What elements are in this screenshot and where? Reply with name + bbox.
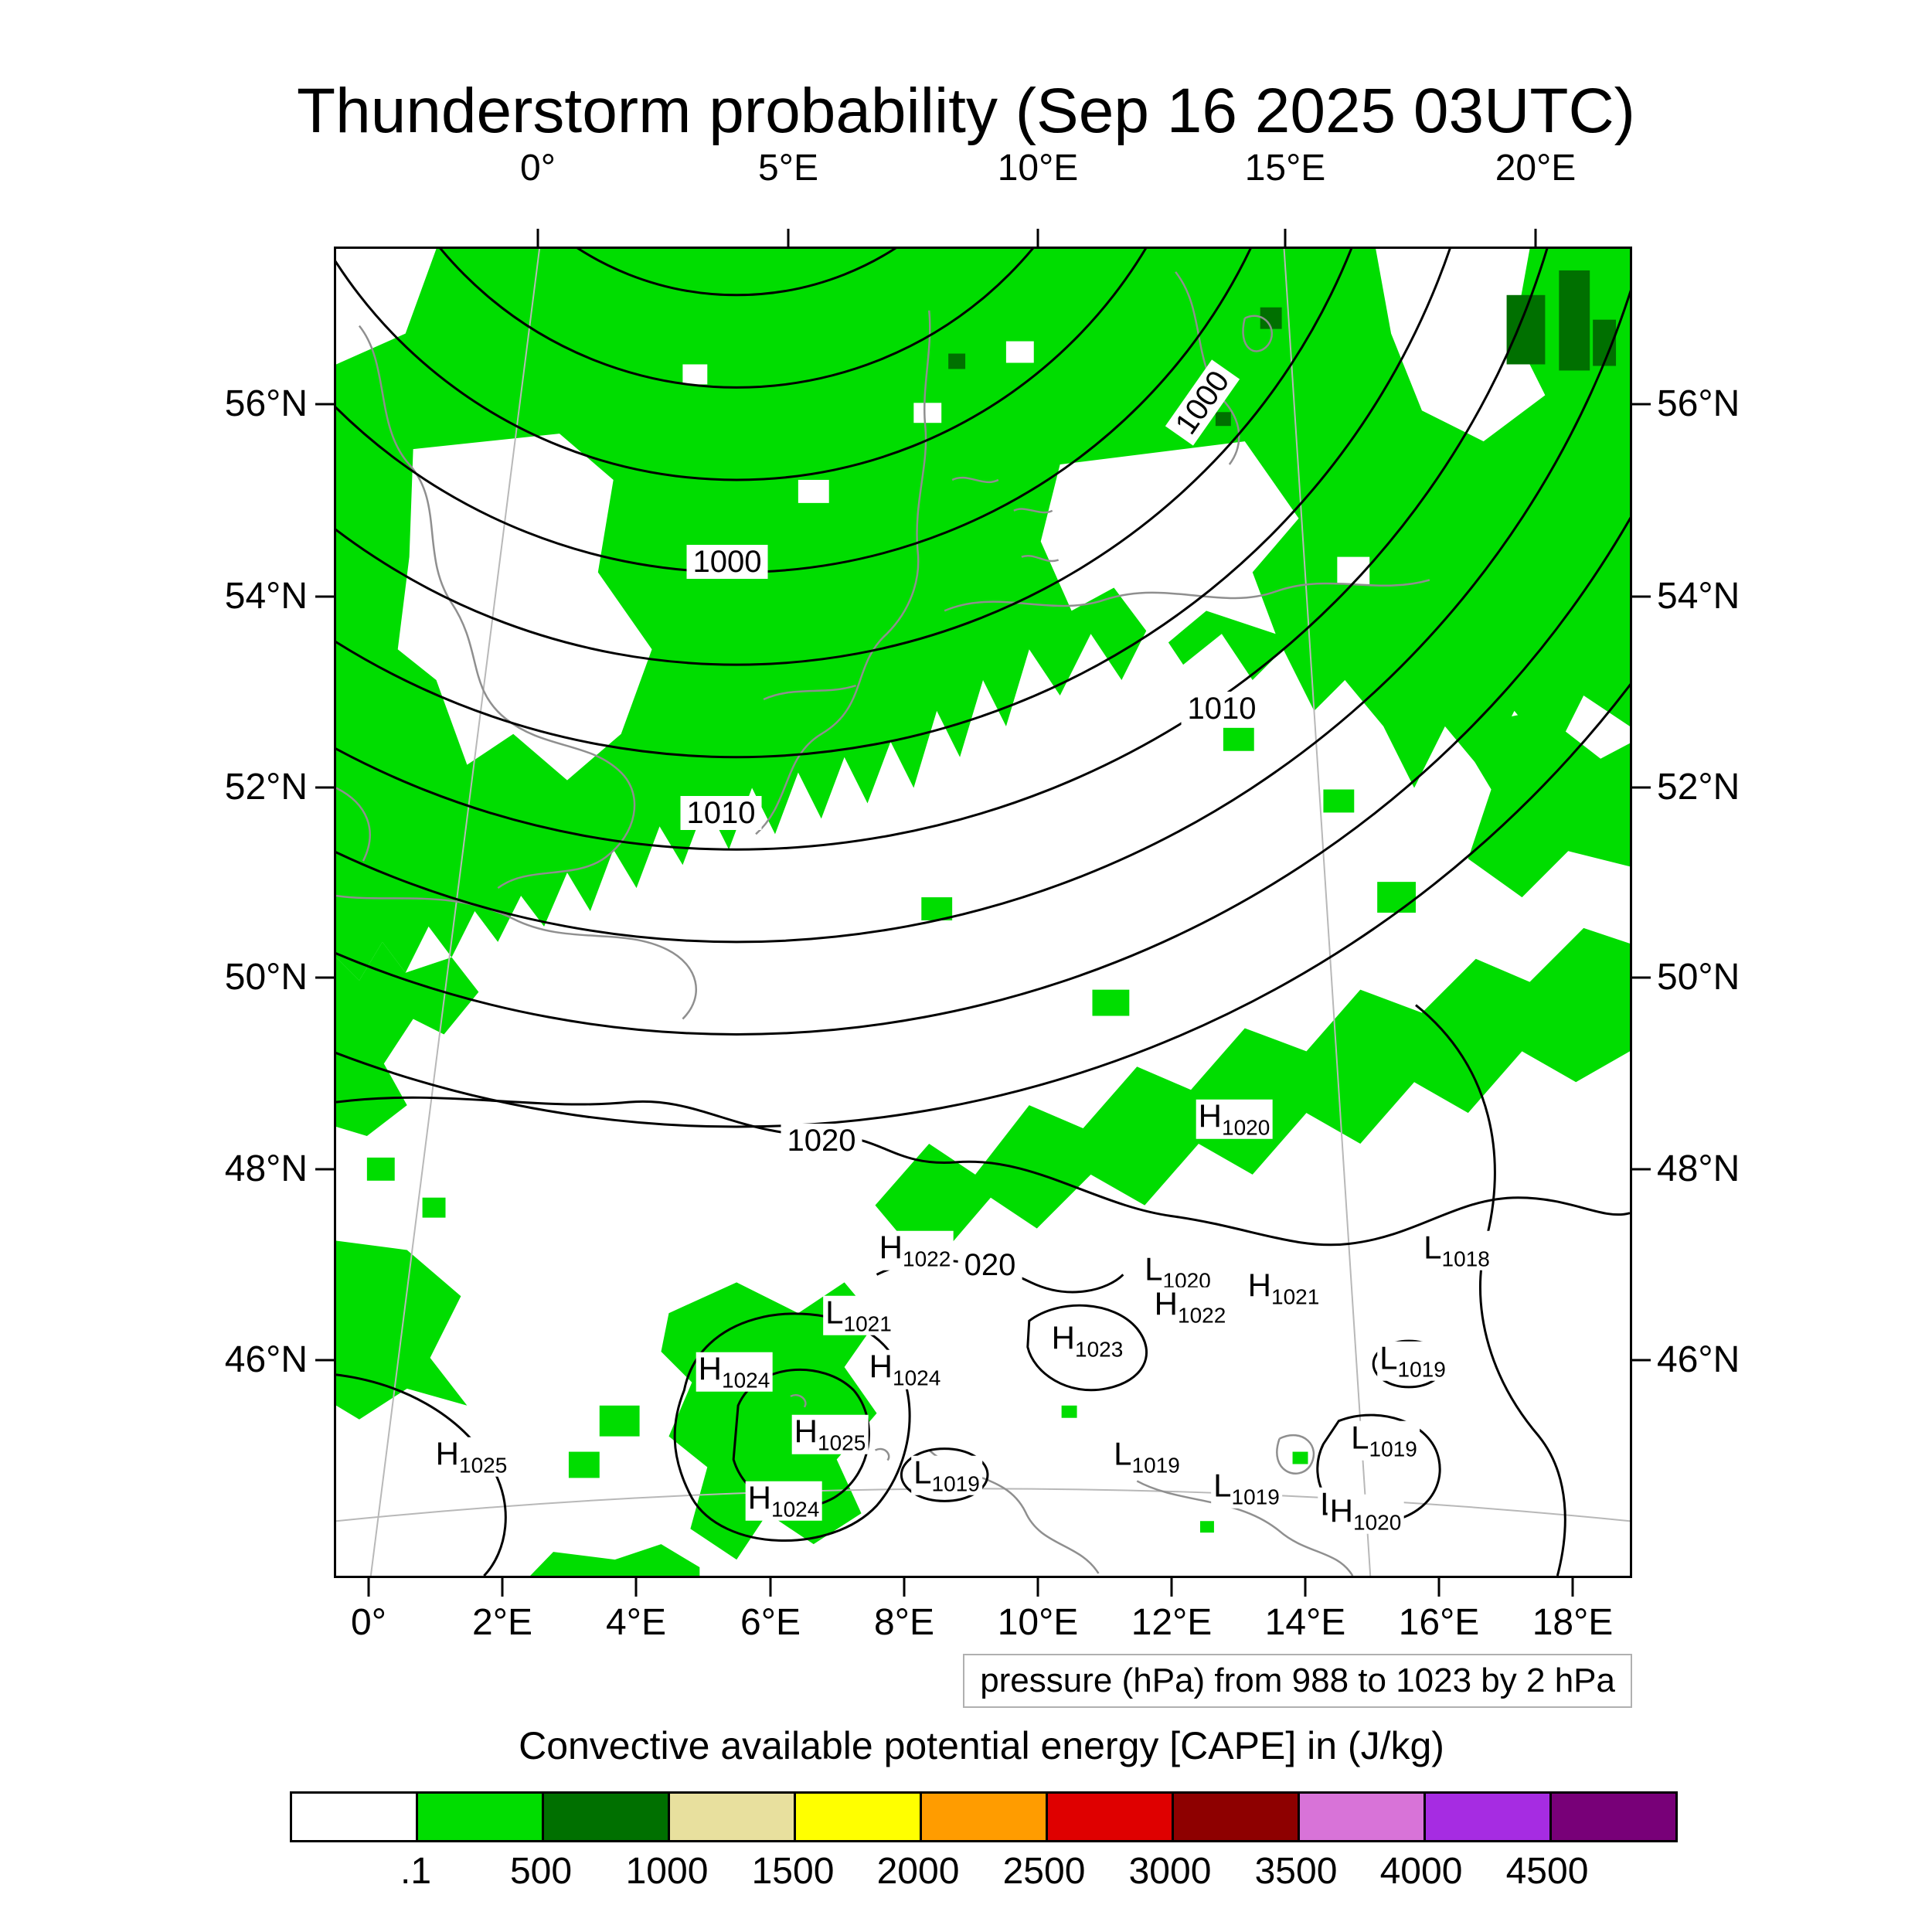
- pressure-center: H1024: [745, 1481, 822, 1522]
- colorbar-segment: [670, 1794, 796, 1840]
- pressure-center: H1020: [1196, 1099, 1273, 1140]
- colorbar-segment: [1426, 1794, 1552, 1840]
- colorbar-tick-label: 500: [509, 1851, 573, 1892]
- map-canvas: 1000 1000 1010 1010 1020 020 H1020 H1022…: [334, 247, 1632, 1578]
- cape-green-field: [336, 249, 1630, 1576]
- colorbar-tick-label: 1000: [625, 1851, 709, 1892]
- left-axis-label: 52°N: [224, 767, 308, 808]
- colorbar-segment: [1048, 1794, 1174, 1840]
- left-axis-label: 46°N: [224, 1339, 308, 1380]
- bottom-axis-label: 14°E: [1264, 1602, 1346, 1643]
- pressure-center: L1020: [1142, 1252, 1213, 1293]
- right-axis-label: 50°N: [1657, 957, 1740, 998]
- pressure-caption: pressure (hPa) from 988 to 1023 by 2 hPa: [963, 1654, 1632, 1708]
- top-axis-label: 10°E: [997, 148, 1079, 189]
- colorbar-segment: [418, 1794, 544, 1840]
- right-axis-label: 52°N: [1657, 767, 1740, 808]
- colorbar-segment: [1300, 1794, 1426, 1840]
- pressure-center: H1021: [1245, 1268, 1322, 1309]
- colorbar-segment: [796, 1794, 922, 1840]
- contour-label: 1010: [680, 796, 762, 830]
- bottom-axis-label: 2°E: [472, 1602, 532, 1643]
- pressure-center: H1024: [866, 1349, 944, 1390]
- pressure-center: L1018: [1421, 1230, 1492, 1271]
- colorbar-title: Convective available potential energy [C…: [519, 1724, 1444, 1767]
- colorbar-tick-label: 4000: [1379, 1851, 1463, 1892]
- colorbar-segment: [544, 1794, 670, 1840]
- pressure-center: H1022: [876, 1230, 954, 1271]
- colorbar-tick-label: 1500: [751, 1851, 835, 1892]
- right-axis-label: 46°N: [1657, 1339, 1740, 1380]
- top-axis-label: 15°E: [1244, 148, 1326, 189]
- pressure-center: L1019: [911, 1455, 982, 1496]
- left-axis-label: 48°N: [224, 1148, 308, 1189]
- pressure-center: L1019: [1211, 1468, 1282, 1509]
- pressure-center: L1021: [823, 1295, 894, 1336]
- pressure-center: L1019: [1349, 1420, 1420, 1461]
- contour-label: 020: [957, 1248, 1022, 1282]
- contour-label: 1020: [781, 1124, 862, 1158]
- bottom-axis-label: 18°E: [1532, 1602, 1614, 1643]
- map-drawing: [336, 249, 1630, 1576]
- right-axis-label: 48°N: [1657, 1148, 1740, 1189]
- left-axis-label: 56°N: [224, 383, 308, 424]
- right-axis-label: 56°N: [1657, 383, 1740, 424]
- left-axis-label: 50°N: [224, 957, 308, 998]
- top-axis-label: 0°: [520, 148, 556, 189]
- bottom-axis-label: 10°E: [997, 1602, 1079, 1643]
- pressure-center: L1019: [1377, 1341, 1448, 1382]
- colorbar-tick-label: 2000: [876, 1851, 960, 1892]
- contour-label: 1000: [686, 545, 768, 579]
- pressure-center: H1023: [1049, 1321, 1126, 1362]
- cape-white-holes: [336, 249, 1546, 781]
- cape-darkgreen-field: [948, 270, 1617, 427]
- pressure-center: H1025: [433, 1437, 510, 1478]
- pressure-center: H1022: [1151, 1287, 1229, 1328]
- bottom-axis-label: 6°E: [740, 1602, 801, 1643]
- bottom-axis-label: 16°E: [1398, 1602, 1480, 1643]
- pressure-center: H1020: [1327, 1494, 1404, 1535]
- top-axis-label: 20°E: [1495, 148, 1577, 189]
- left-axis-label: 54°N: [224, 576, 308, 617]
- page-title: Thunderstorm probability (Sep 16 2025 03…: [297, 75, 1635, 146]
- cape-colorbar: [290, 1791, 1678, 1842]
- colorbar-segment: [1174, 1794, 1300, 1840]
- right-axis-label: 54°N: [1657, 576, 1740, 617]
- contour-label: 1010: [1181, 692, 1263, 726]
- colorbar-tick-label: .1: [400, 1851, 432, 1892]
- colorbar-tick-label: 3500: [1254, 1851, 1338, 1892]
- colorbar-tick-label: 2500: [1002, 1851, 1086, 1892]
- pressure-center: L1019: [1111, 1437, 1182, 1478]
- pressure-center: H1025: [791, 1414, 869, 1455]
- colorbar-tick-label: 4500: [1505, 1851, 1589, 1892]
- bottom-axis-label: 0°: [351, 1602, 386, 1643]
- pressure-center: H1024: [696, 1352, 773, 1393]
- colorbar-segment: [292, 1794, 418, 1840]
- pressure-contours: [336, 249, 1630, 1576]
- bottom-axis-label: 12°E: [1131, 1602, 1213, 1643]
- colorbar-tick-label: 3000: [1128, 1851, 1212, 1892]
- bottom-axis-label: 4°E: [606, 1602, 666, 1643]
- bottom-axis-label: 8°E: [874, 1602, 934, 1643]
- top-axis-label: 5°E: [758, 148, 818, 189]
- colorbar-segment: [1552, 1794, 1675, 1840]
- graticule-lines: [336, 249, 1630, 1576]
- colorbar-segment: [922, 1794, 1048, 1840]
